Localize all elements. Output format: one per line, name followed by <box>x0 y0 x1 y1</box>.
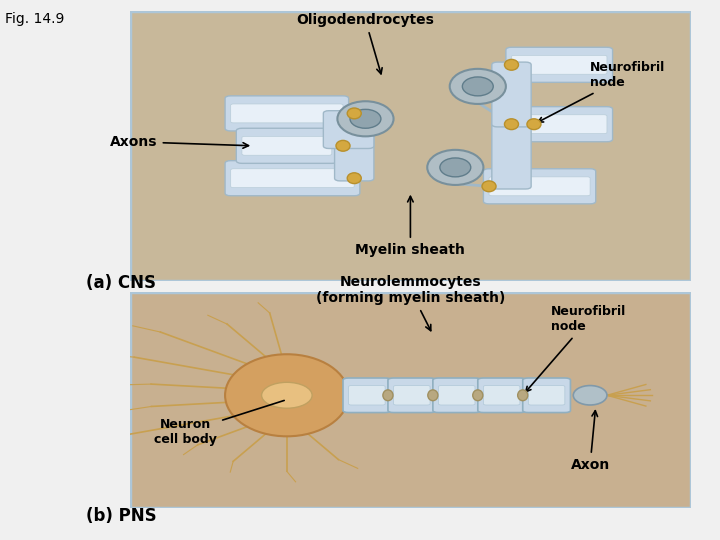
FancyBboxPatch shape <box>492 62 531 127</box>
FancyBboxPatch shape <box>388 378 436 413</box>
Ellipse shape <box>505 59 518 70</box>
Ellipse shape <box>338 101 394 136</box>
Ellipse shape <box>462 77 493 96</box>
FancyBboxPatch shape <box>506 106 613 141</box>
Text: Neuron
cell body: Neuron cell body <box>154 401 284 446</box>
Text: Neurolemmocytes
(forming myelin sheath): Neurolemmocytes (forming myelin sheath) <box>315 275 505 330</box>
Ellipse shape <box>383 390 393 401</box>
FancyBboxPatch shape <box>483 386 520 405</box>
FancyBboxPatch shape <box>225 96 348 131</box>
FancyBboxPatch shape <box>506 47 613 82</box>
Ellipse shape <box>336 140 350 151</box>
Ellipse shape <box>505 119 518 130</box>
Ellipse shape <box>473 390 483 401</box>
FancyBboxPatch shape <box>511 115 607 133</box>
Ellipse shape <box>427 150 483 185</box>
Ellipse shape <box>450 69 506 104</box>
Text: Neurofibril
node: Neurofibril node <box>526 306 626 392</box>
Text: Neurofibril
node: Neurofibril node <box>538 62 665 122</box>
FancyBboxPatch shape <box>483 168 595 204</box>
Text: Myelin sheath: Myelin sheath <box>356 197 465 257</box>
Ellipse shape <box>527 119 541 130</box>
FancyBboxPatch shape <box>236 128 338 163</box>
Text: Fig. 14.9: Fig. 14.9 <box>6 12 65 26</box>
FancyBboxPatch shape <box>335 111 374 181</box>
Ellipse shape <box>518 390 528 401</box>
Text: (a) CNS: (a) CNS <box>86 274 156 293</box>
Ellipse shape <box>350 109 381 128</box>
FancyBboxPatch shape <box>528 386 564 405</box>
Text: Oligodendrocytes: Oligodendrocytes <box>297 14 434 74</box>
FancyBboxPatch shape <box>225 160 360 195</box>
FancyBboxPatch shape <box>242 137 332 156</box>
FancyBboxPatch shape <box>511 55 607 74</box>
FancyBboxPatch shape <box>394 386 430 405</box>
FancyBboxPatch shape <box>230 168 354 187</box>
FancyBboxPatch shape <box>523 378 570 413</box>
Ellipse shape <box>573 386 607 405</box>
FancyBboxPatch shape <box>478 378 526 413</box>
Ellipse shape <box>261 382 312 408</box>
FancyBboxPatch shape <box>130 292 691 508</box>
Text: Axons: Axons <box>110 135 248 149</box>
Ellipse shape <box>347 173 361 184</box>
FancyBboxPatch shape <box>323 111 374 148</box>
Ellipse shape <box>440 158 471 177</box>
Ellipse shape <box>482 181 496 192</box>
Text: Axon: Axon <box>570 411 610 472</box>
FancyBboxPatch shape <box>230 104 343 123</box>
FancyBboxPatch shape <box>492 122 531 189</box>
Text: (b) PNS: (b) PNS <box>86 507 157 525</box>
FancyBboxPatch shape <box>433 378 480 413</box>
FancyBboxPatch shape <box>489 177 590 195</box>
FancyBboxPatch shape <box>130 11 691 281</box>
Ellipse shape <box>225 354 348 436</box>
FancyBboxPatch shape <box>343 378 391 413</box>
FancyBboxPatch shape <box>438 386 475 405</box>
Ellipse shape <box>428 390 438 401</box>
FancyBboxPatch shape <box>348 386 385 405</box>
Ellipse shape <box>347 108 361 119</box>
